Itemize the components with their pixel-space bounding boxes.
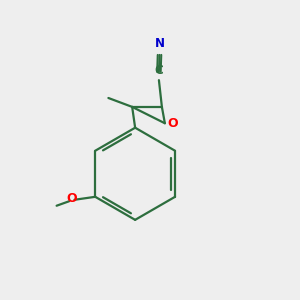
Text: C: C	[154, 64, 163, 76]
Text: O: O	[167, 117, 178, 130]
Text: O: O	[66, 192, 77, 205]
Text: N: N	[154, 37, 164, 50]
